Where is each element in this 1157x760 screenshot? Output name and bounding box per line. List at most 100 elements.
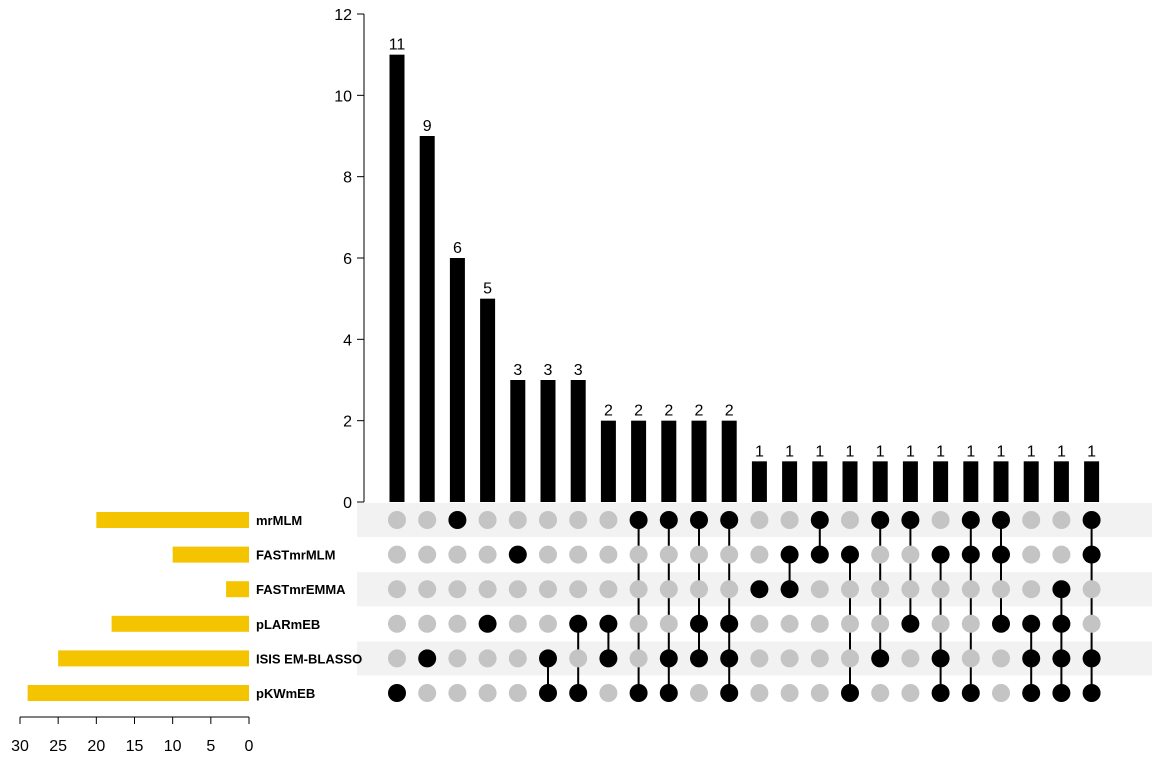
matrix-dot-inactive [478,580,497,599]
matrix-dot-inactive [871,614,890,633]
matrix-dot-active [690,511,708,529]
set-size-bar [111,615,249,632]
y-tick-label: 8 [343,170,352,187]
matrix-dot-inactive [1052,511,1071,529]
matrix-dot-inactive [901,580,920,599]
matrix-dot-inactive [388,511,406,529]
matrix-dot-inactive [508,614,527,633]
intersection-bar [691,420,707,502]
matrix-dot-active [478,614,497,633]
matrix-dot-active [629,684,648,702]
intersection-size-axis: 0 2 4 6 8 10 12 [334,7,365,512]
set-name-labels: mrMLM FASTmrMLM FASTmrEMMA pLARmEB ISIS EM-B… [256,513,362,701]
intersection-bar [510,380,526,502]
matrix-dot-inactive [478,545,497,564]
matrix-dot-inactive [750,511,769,529]
intersection-bar-value-label: 1 [846,443,855,460]
intersection-bar [661,420,677,502]
matrix-dot-active [690,649,708,668]
set-size-tick-label: 10 [164,738,182,755]
matrix-dot-active [961,511,980,529]
matrix-dot-active [1052,649,1071,668]
set-size-bar [27,685,250,701]
matrix-dot-inactive [690,684,708,702]
intersection-bar [389,54,405,503]
matrix-dot-inactive [992,580,1010,599]
matrix-dot-active [508,545,527,564]
matrix-dot-inactive [448,614,467,633]
intersection-bar-value-label: 1 [966,443,975,460]
matrix-dot-inactive [871,580,890,599]
intersection-bar-value-label: 1 [1057,443,1066,460]
intersection-bar-value-label: 1 [1027,443,1036,460]
matrix-dot-inactive [418,614,437,633]
y-tick-label: 0 [343,495,352,512]
set-size-tick-label: 25 [49,738,67,755]
matrix-dot-active [690,614,708,633]
matrix-dot-inactive [1082,580,1101,599]
intersection-matrix [388,511,1101,702]
matrix-dot-active [1052,614,1071,633]
intersection-bar [1023,461,1039,502]
intersection-bar-value-label: 1 [906,443,915,460]
matrix-dot-active [1082,511,1101,529]
intersection-bar-value-label: 1 [997,443,1006,460]
matrix-dot-inactive [659,580,678,599]
intersection-bar-value-label: 1 [1087,443,1096,460]
set-size-tick-label: 15 [126,738,144,755]
matrix-dot-inactive [992,649,1010,668]
intersection-bar-value-label: 9 [423,118,432,135]
matrix-dot-inactive [780,511,799,529]
matrix-dot-active [1022,684,1041,702]
matrix-dot-inactive [539,511,557,529]
intersection-bars [389,54,1100,503]
y-tick-label: 6 [343,251,352,268]
intersection-bar [902,461,918,502]
intersection-bar [842,461,858,502]
intersection-bar-value-label: 11 [389,37,406,54]
matrix-dot-active [992,614,1010,633]
set-size-tick-label: 20 [87,738,105,755]
matrix-dot-inactive [871,545,890,564]
matrix-dot-active [1052,580,1071,599]
intersection-bar-value-label: 6 [453,240,462,257]
matrix-dot-inactive [931,614,950,633]
matrix-dot-inactive [388,614,406,633]
matrix-dot-inactive [659,614,678,633]
matrix-dot-inactive [841,511,859,529]
intersection-bar [782,461,798,502]
matrix-dot-inactive [720,580,739,599]
matrix-dot-inactive [901,684,920,702]
matrix-dot-active [1052,684,1071,702]
matrix-dot-inactive [901,649,920,668]
matrix-dot-inactive [539,580,557,599]
intersection-bar [631,420,647,502]
matrix-dot-active [539,684,557,702]
intersection-bar [872,461,888,502]
matrix-dot-inactive [478,511,497,529]
intersection-bar-value-label: 1 [755,443,764,460]
matrix-dot-active [871,511,890,529]
intersection-bar-value-label: 1 [815,443,824,460]
matrix-dot-inactive [448,545,467,564]
matrix-dot-inactive [388,545,406,564]
matrix-dot-active [901,614,920,633]
matrix-dot-inactive [569,580,588,599]
matrix-dot-inactive [478,684,497,702]
y-tick-label: 4 [343,332,352,349]
matrix-dot-inactive [961,649,980,668]
set-size-bar [96,512,249,528]
set-size-tick-label: 30 [11,738,29,755]
matrix-dot-active [780,580,799,599]
intersection-bar [600,420,616,502]
matrix-dot-active [750,580,769,599]
set-name-label: pLARmEB [256,617,320,632]
matrix-dot-inactive [992,684,1010,702]
matrix-dot-inactive [841,580,859,599]
set-size-bar [226,581,249,598]
intersection-bar-value-label: 1 [936,443,945,460]
intersection-bar [963,461,979,502]
set-name-label: FASTmrMLM [256,548,335,563]
matrix-dot-inactive [418,511,437,529]
intersection-bar [419,136,435,502]
